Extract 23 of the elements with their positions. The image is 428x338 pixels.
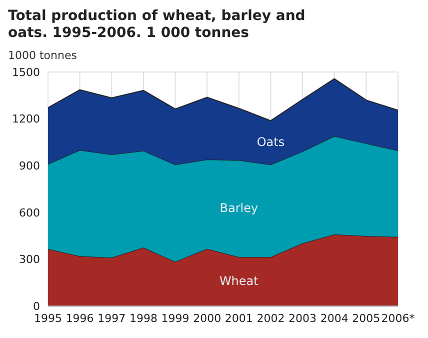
y-tick-label: 300: [19, 253, 40, 266]
series-label: Barley: [218, 200, 260, 215]
y-tick-label: 1200: [12, 112, 40, 126]
y-tick-label: 600: [19, 206, 40, 220]
x-tick-label: 1996: [66, 312, 94, 325]
y-tick-label: 900: [19, 160, 40, 173]
x-tick-label: 2006*: [381, 312, 416, 325]
x-tick-label: 2003: [288, 312, 317, 325]
series-label: Wheat: [218, 274, 260, 288]
y-tick-label: 1500: [12, 66, 40, 79]
y-axis-title: 1000 tonnes: [8, 49, 78, 62]
series-label: Oats: [256, 134, 286, 149]
y-tick-label: 0: [33, 300, 40, 313]
x-tick-label: 1998: [129, 312, 158, 325]
x-tick-label: 2005: [352, 312, 380, 325]
x-tick-label: 2000: [193, 312, 222, 325]
x-tick-label: 2001: [224, 312, 253, 325]
x-tick-label: 1995: [34, 312, 62, 325]
chart-title: Total production of wheat, barley and oats. 1995-2006. 1 000 tonnes: [8, 8, 306, 42]
x-tick-label: 2002: [256, 312, 285, 325]
x-tick-label: 2004: [320, 312, 348, 325]
x-tick-label: 1997: [98, 312, 126, 325]
x-tick-label: 1999: [161, 312, 190, 325]
